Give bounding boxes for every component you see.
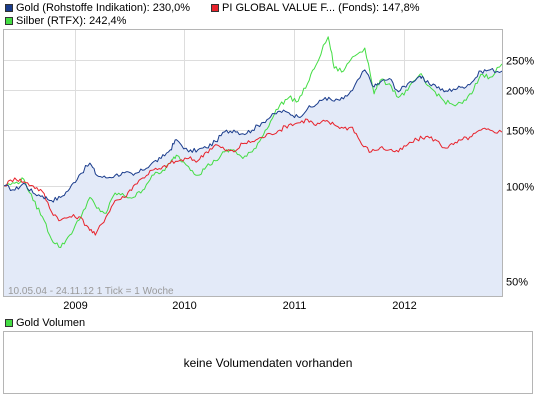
legend-pi-global-value[interactable]: PI GLOBAL VALUE F... (Fonds): 147,8% bbox=[211, 2, 419, 14]
x-tick-label: 2012 bbox=[392, 300, 416, 312]
legend-gold[interactable]: Gold (Rohstoffe Indikation): 230,0% bbox=[5, 2, 190, 14]
x-axis-ticks: 2009 2010 2011 2012 bbox=[63, 300, 416, 312]
gold-area-fill bbox=[4, 68, 502, 296]
legend-gold-volumen[interactable]: Gold Volumen bbox=[5, 317, 85, 329]
legend-volumen-label: Gold Volumen bbox=[16, 317, 86, 329]
plot-frame bbox=[3, 29, 503, 297]
price-chart: 50% 100% 150% 200% 250% 2009 2010 2011 2012 10.… bbox=[3, 29, 534, 312]
gold-series-line bbox=[3, 68, 503, 203]
legend-silber-label: Silber (RTFX): 242,4% bbox=[16, 15, 127, 27]
volume-panel: keine Volumendaten vorhanden bbox=[3, 331, 533, 394]
x-tick-label: 2009 bbox=[63, 300, 87, 312]
y-tick-label: 150% bbox=[506, 126, 534, 138]
y-tick-label: 50% bbox=[506, 277, 528, 289]
y-axis-ticks: 50% 100% 150% 200% 250% bbox=[506, 56, 534, 289]
legend-gold-label: Gold (Rohstoffe Indikation): 230,0% bbox=[16, 2, 191, 14]
legend-pi-swatch bbox=[211, 4, 219, 12]
legend-volumen-swatch bbox=[5, 319, 13, 327]
x-tick-label: 2011 bbox=[283, 300, 307, 312]
legend-gold-swatch bbox=[5, 4, 13, 12]
series-layer bbox=[3, 36, 503, 248]
no-volume-message: keine Volumendaten vorhanden bbox=[183, 356, 353, 370]
y-tick-label: 100% bbox=[506, 182, 534, 194]
legend-silber-swatch bbox=[5, 17, 13, 25]
legend-pi-label: PI GLOBAL VALUE F... (Fonds): 147,8% bbox=[222, 2, 420, 14]
x-tick-label: 2010 bbox=[172, 300, 196, 312]
y-tick-label: 200% bbox=[506, 86, 534, 98]
date-range-footnote: 10.05.04 - 24.11.12 1 Tick = 1 Woche bbox=[8, 286, 174, 297]
silber-series-line bbox=[3, 36, 503, 248]
y-tick-label: 250% bbox=[506, 56, 534, 68]
legend-silber[interactable]: Silber (RTFX): 242,4% bbox=[5, 15, 126, 27]
pi-global-value-series-line bbox=[3, 118, 503, 236]
area-layer bbox=[4, 68, 502, 296]
